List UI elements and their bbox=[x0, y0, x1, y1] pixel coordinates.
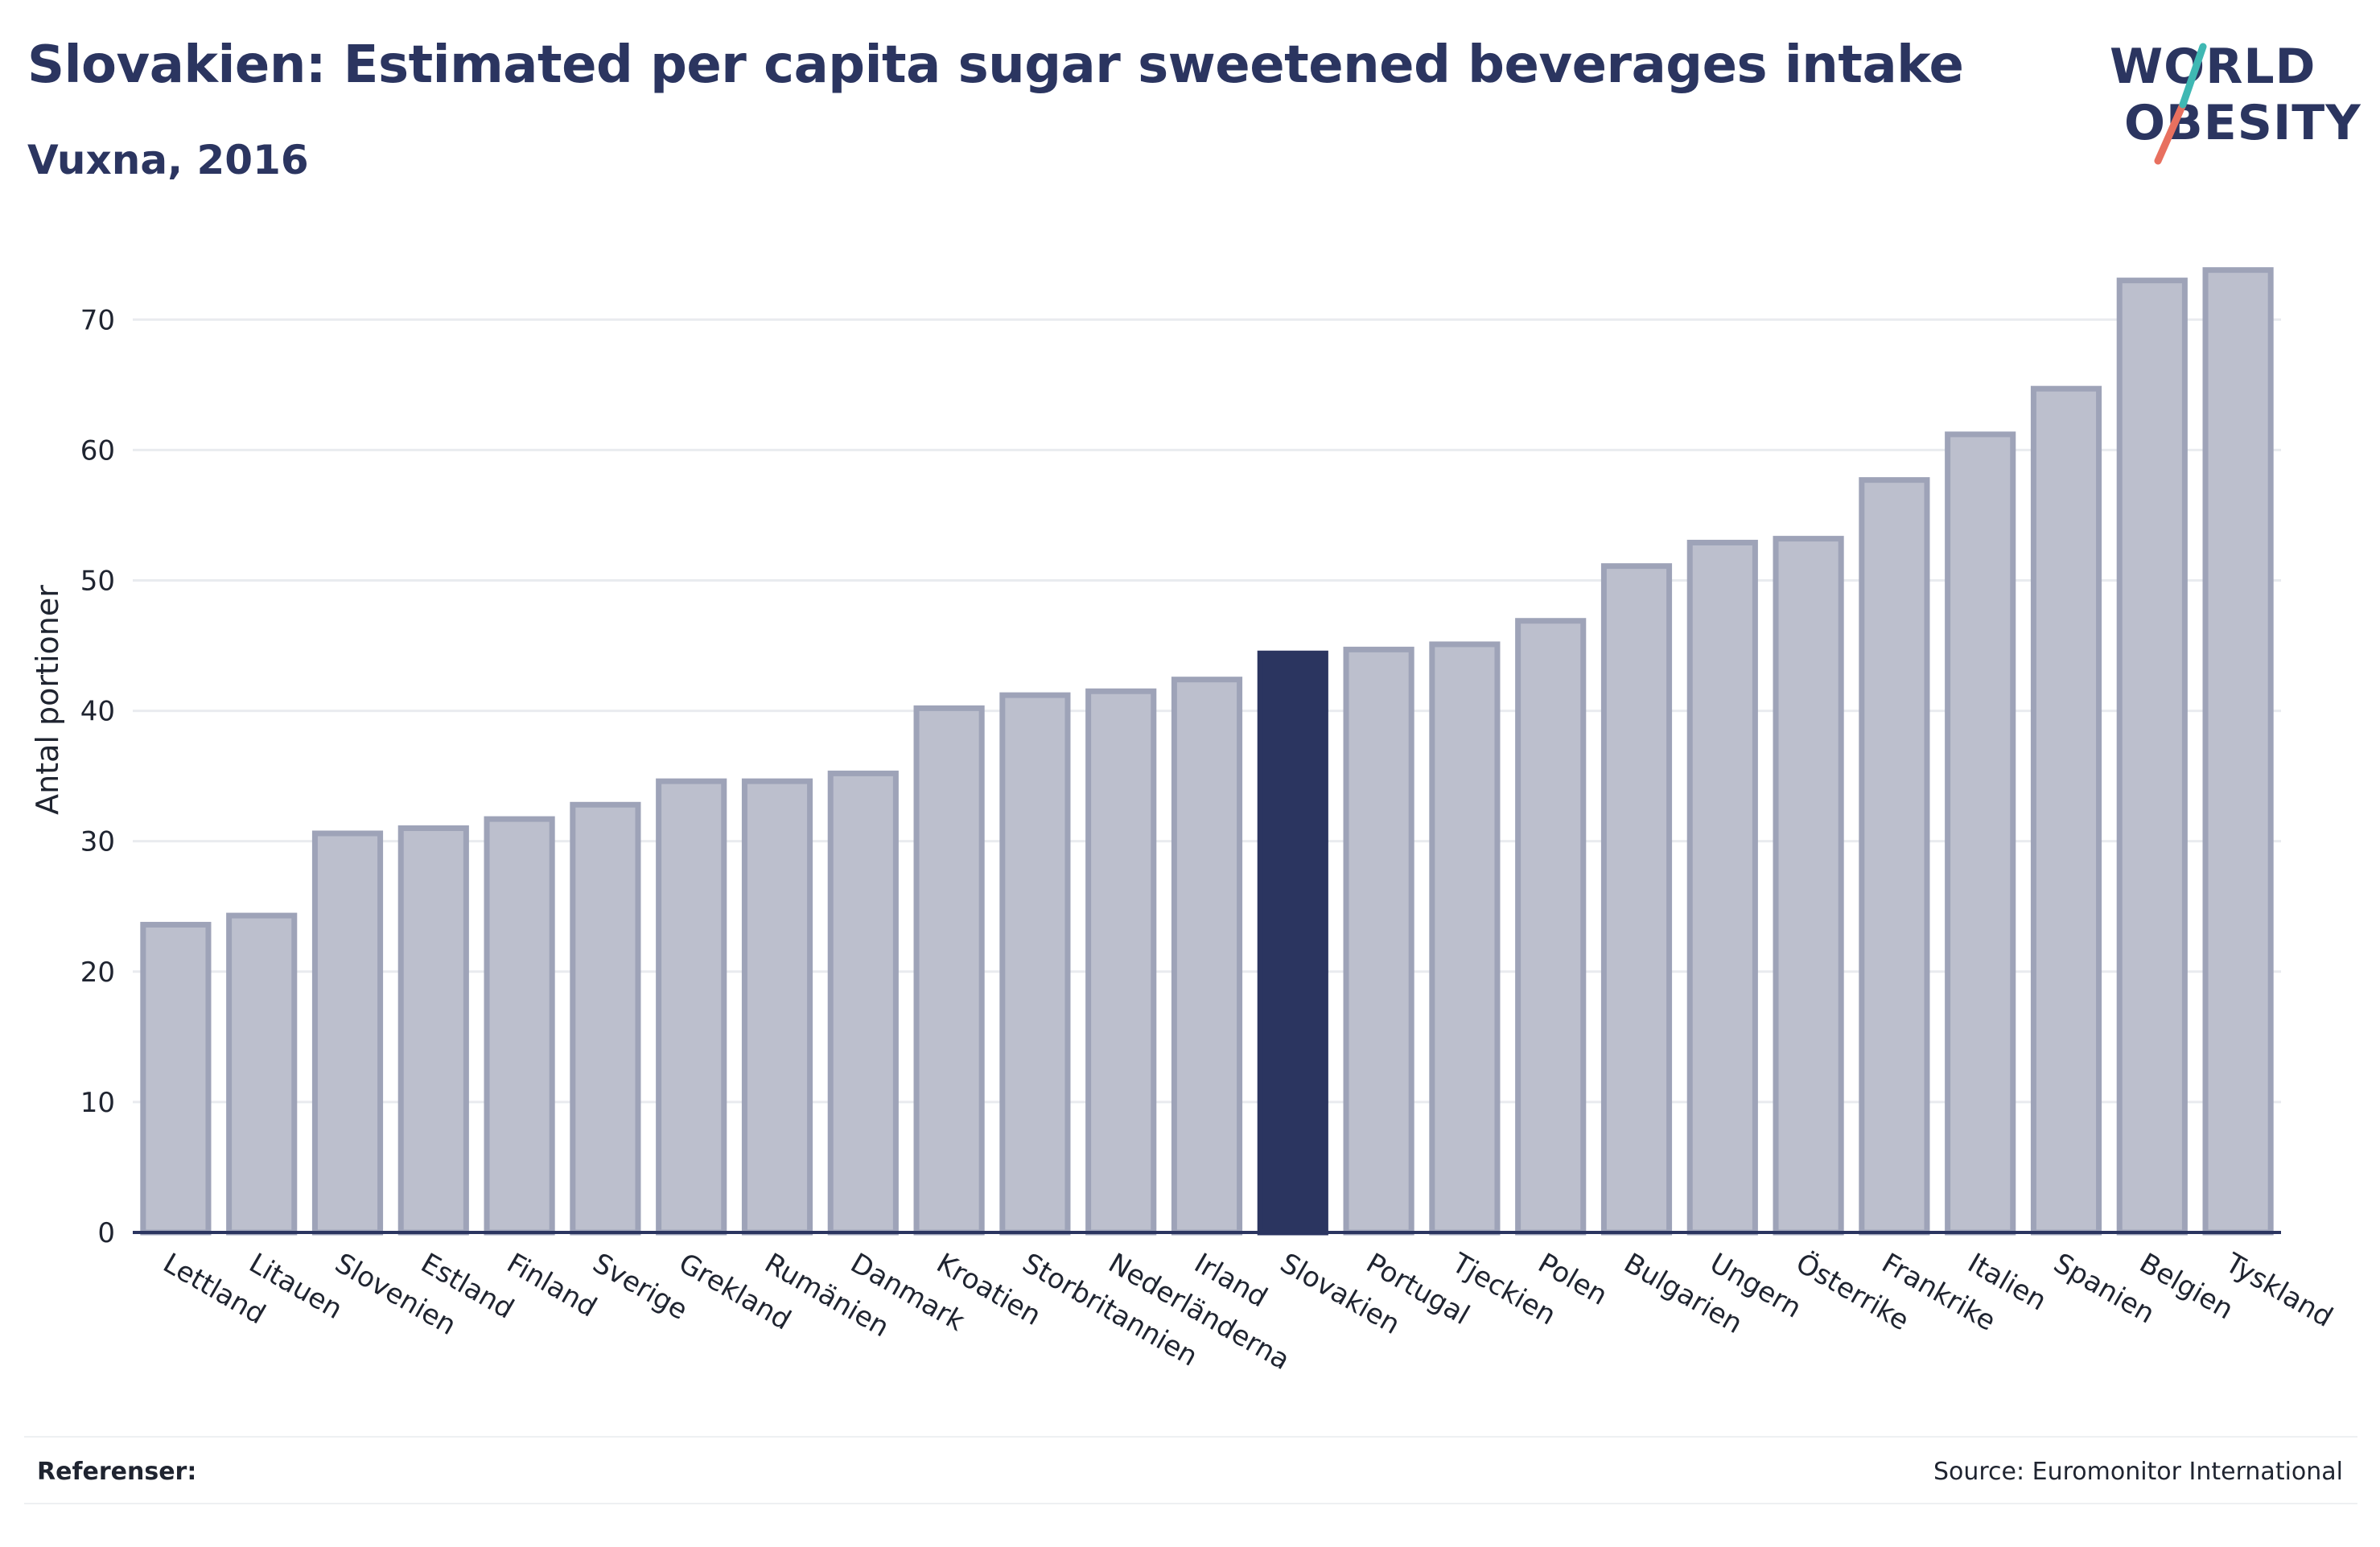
bar-Belgien bbox=[2116, 278, 2188, 1236]
bar-Storbritannien bbox=[999, 692, 1071, 1236]
bar-Frankrike bbox=[1859, 477, 1930, 1236]
x-tick-label: Finland bbox=[501, 1247, 602, 1323]
bar-Spanien bbox=[2030, 385, 2102, 1236]
x-tick-labels: LettlandLitauenSlovenienEstlandFinlandSv… bbox=[158, 1246, 2338, 1376]
logo-slash-icon bbox=[2154, 43, 2207, 165]
y-tick-label: 50 bbox=[80, 565, 115, 597]
bar-Tjeckien bbox=[1429, 641, 1501, 1236]
footer-divider-bottom bbox=[24, 1503, 2357, 1504]
y-tick-label: 10 bbox=[80, 1087, 115, 1119]
y-tick-label: 40 bbox=[80, 696, 115, 728]
bar-Bulgarien bbox=[1600, 563, 1673, 1236]
footer-divider-top bbox=[24, 1436, 2357, 1438]
bar-Portugal bbox=[1343, 646, 1414, 1236]
bar-Lettland bbox=[140, 921, 212, 1236]
bar-Ungern bbox=[1686, 539, 1758, 1236]
source-text: Source: Euromonitor International bbox=[1933, 1458, 2343, 1486]
chart-subtitle: Vuxna, 2016 bbox=[27, 137, 309, 183]
bar-Sverige bbox=[570, 801, 641, 1236]
bars bbox=[140, 267, 2274, 1236]
bar-Litauen bbox=[226, 912, 298, 1236]
bar-Österrike bbox=[1773, 536, 1844, 1236]
x-tick-label: Sverige bbox=[587, 1247, 693, 1327]
logo-line-1: WORLD bbox=[2110, 39, 2316, 95]
world-obesity-logo: WORLD OBESITY bbox=[2100, 24, 2366, 177]
bar-Grekland bbox=[656, 778, 727, 1236]
chart-title: Slovakien: Estimated per capita sugar sw… bbox=[27, 35, 1964, 95]
bar-Rumänien bbox=[741, 778, 813, 1236]
y-tick-labels: 0 10 20 30 40 50 60 70 bbox=[80, 304, 115, 1249]
x-tick-label: Tyskland bbox=[2219, 1247, 2338, 1334]
bar-Irland bbox=[1171, 677, 1243, 1236]
bar-Danmark bbox=[827, 770, 899, 1236]
y-tick-label: 70 bbox=[80, 304, 115, 336]
bar-highlight-Slovakien bbox=[1257, 650, 1328, 1236]
y-tick-label: 60 bbox=[80, 434, 115, 467]
bar-Kroatien bbox=[913, 705, 985, 1236]
references-label: Referenser: bbox=[37, 1458, 197, 1486]
y-tick-label: 30 bbox=[80, 826, 115, 858]
bar-Polen bbox=[1515, 618, 1587, 1236]
y-tick-label: 0 bbox=[97, 1217, 115, 1249]
bar-Finland bbox=[484, 816, 555, 1236]
bar-Italien bbox=[1945, 431, 2016, 1236]
y-tick-label: 20 bbox=[80, 957, 115, 989]
bar-Nederländerna bbox=[1085, 688, 1157, 1236]
bar-Estland bbox=[397, 825, 469, 1236]
y-axis-label: Antal portioner bbox=[30, 585, 65, 815]
bar-Slovenien bbox=[311, 830, 384, 1236]
bar-Tyskland bbox=[2202, 267, 2274, 1236]
